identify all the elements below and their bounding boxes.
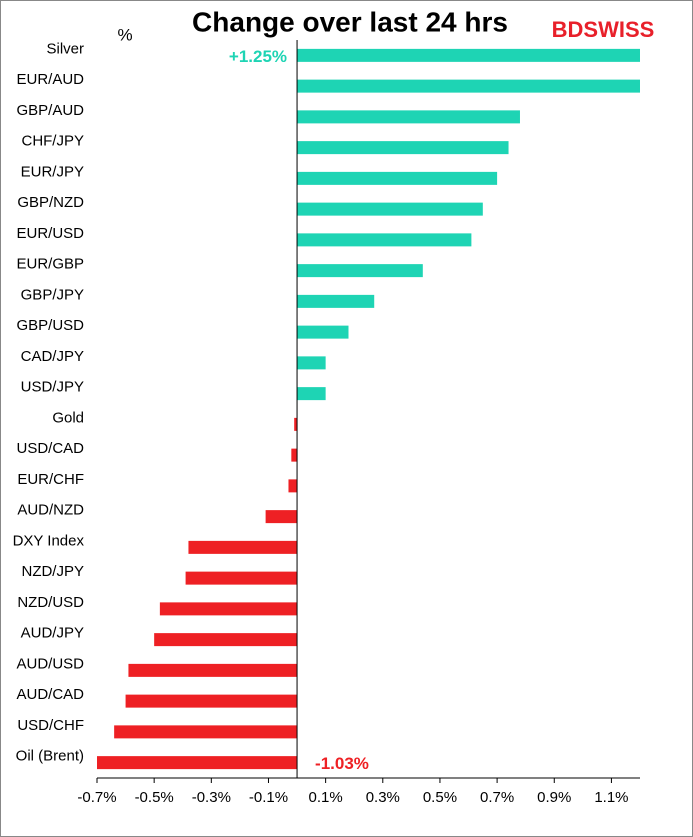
y-tick-label: GBP/AUD — [16, 102, 84, 119]
y-tick-label: AUD/JPY — [21, 625, 84, 642]
y-tick-label: EUR/GBP — [16, 256, 84, 273]
y-tick-label: EUR/CHF — [17, 471, 84, 488]
bar — [128, 663, 298, 677]
y-tick-label: GBP/NZD — [17, 194, 84, 211]
y-tick-label: CHF/JPY — [21, 133, 84, 150]
y-tick-label: CAD/JPY — [21, 348, 84, 365]
y-tick-label: GBP/JPY — [21, 286, 84, 303]
bar — [297, 294, 375, 308]
bar — [297, 387, 326, 401]
bar — [288, 479, 298, 493]
bar — [114, 725, 298, 739]
y-tick-label: Gold — [52, 409, 84, 426]
y-tick-label: EUR/JPY — [21, 163, 84, 180]
bar — [125, 694, 298, 708]
y-tick-label: EUR/AUD — [16, 71, 84, 88]
x-tick-label: 0.3% — [366, 789, 400, 806]
bar — [291, 448, 298, 462]
bar — [297, 356, 326, 370]
y-tick-label: GBP/USD — [16, 317, 84, 334]
bar — [297, 264, 423, 278]
value-label: -1.03% — [315, 754, 369, 773]
bar — [154, 633, 298, 647]
y-tick-label: USD/JPY — [21, 379, 84, 396]
x-tick-label: 0.1% — [309, 789, 343, 806]
bar — [297, 233, 472, 247]
bar — [265, 510, 298, 524]
bar — [297, 141, 509, 155]
bar — [97, 756, 298, 770]
x-tick-label: 0.5% — [423, 789, 457, 806]
x-tick-label: -0.3% — [192, 789, 231, 806]
bar — [297, 325, 349, 339]
bar — [294, 417, 298, 431]
y-tick-label: Oil (Brent) — [16, 748, 84, 765]
y-tick-label: EUR/USD — [16, 225, 84, 242]
y-tick-label: AUD/USD — [16, 655, 84, 672]
bar — [297, 110, 520, 124]
y-tick-label: AUD/CAD — [16, 686, 84, 703]
x-tick-label: 0.9% — [537, 789, 571, 806]
bar — [297, 171, 498, 185]
x-tick-label: 0.7% — [480, 789, 514, 806]
bar — [188, 540, 298, 554]
x-tick-label: -0.7% — [77, 789, 116, 806]
y-tick-label: NZD/USD — [17, 594, 84, 611]
x-tick-label: -0.1% — [249, 789, 288, 806]
y-tick-label: NZD/JPY — [21, 563, 84, 580]
y-tick-label: DXY Index — [13, 532, 85, 549]
bar — [297, 79, 640, 93]
x-tick-label: -0.5% — [135, 789, 174, 806]
chart-title: Change over last 24 hrs — [192, 6, 508, 37]
y-tick-label: Silver — [46, 40, 84, 57]
y-tick-label: USD/CAD — [16, 440, 84, 457]
bar — [297, 48, 640, 62]
y-tick-label: AUD/NZD — [17, 502, 84, 519]
bar — [159, 602, 298, 616]
bar — [185, 571, 298, 585]
x-tick-label: 1.1% — [594, 789, 628, 806]
value-label: +1.25% — [229, 47, 287, 66]
bars — [97, 48, 640, 770]
unit-label: % — [117, 25, 132, 44]
y-tick-label: USD/CHF — [17, 717, 84, 734]
bar — [297, 202, 483, 216]
brand-logo: BDSWISS — [552, 17, 655, 42]
